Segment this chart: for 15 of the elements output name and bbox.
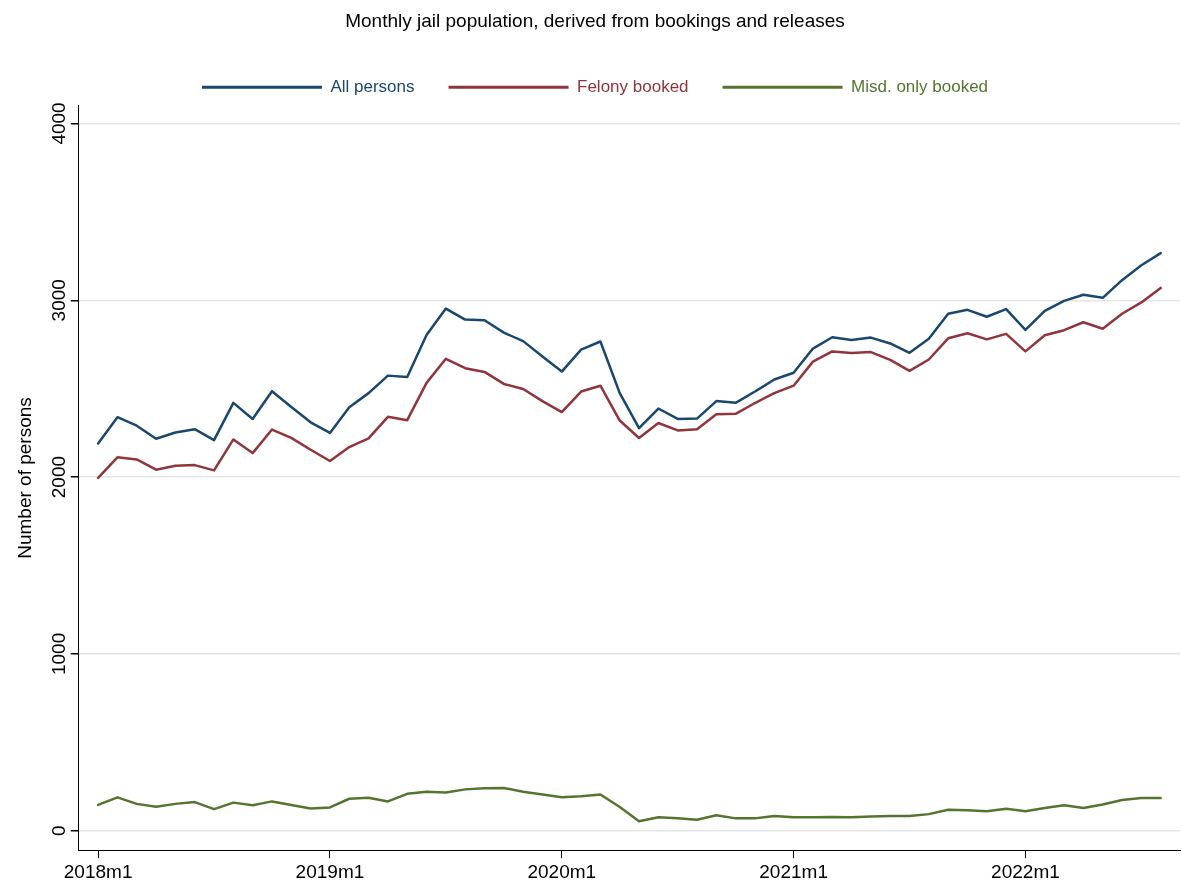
text: Misd. only booked [851, 76, 989, 96]
x-tick-label: 2019m1 [295, 860, 365, 882]
x-tick-label: 2021m1 [759, 860, 828, 882]
text: All persons [330, 76, 415, 96]
y-axis-title: Number of persons [13, 397, 35, 559]
chart-title: Monthly jail population, derived from bookings and releases [345, 9, 845, 31]
y-tick-label: 3000 [47, 279, 69, 322]
y-tick-label: 1000 [47, 632, 69, 676]
y-tick-label: 4000 [47, 102, 69, 145]
y-tick-label: 2000 [47, 455, 69, 499]
text: Felony booked [577, 76, 689, 96]
y-tick-label: 0 [47, 825, 69, 837]
x-tick-label: 2020m1 [527, 860, 597, 882]
x-tick-label: 2018m1 [63, 860, 133, 882]
x-tick-label: 2022m1 [991, 860, 1060, 882]
